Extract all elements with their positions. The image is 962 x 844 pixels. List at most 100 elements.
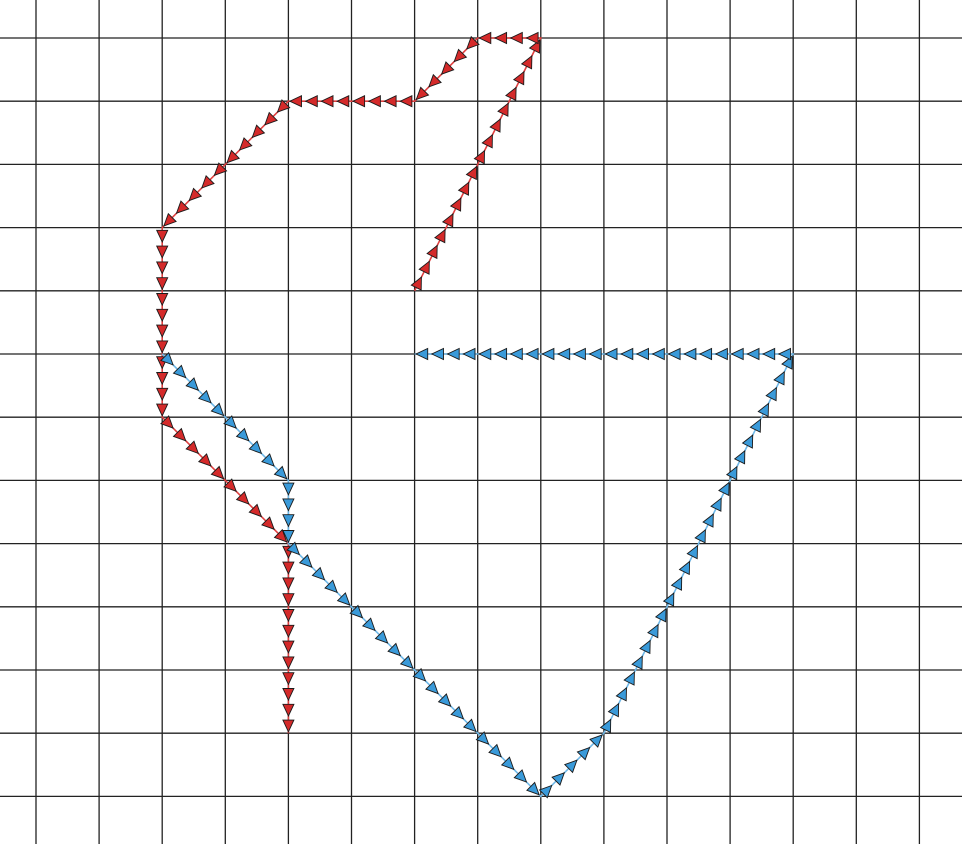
arrow-marker [185, 377, 200, 391]
arrow-marker [698, 347, 713, 361]
arrow-marker [276, 99, 291, 113]
arrow-marker [155, 229, 169, 244]
arrow-marker [261, 516, 275, 530]
arrow-marker [251, 124, 266, 139]
arrow-marker [235, 490, 250, 505]
arrow-marker [509, 31, 523, 45]
arrow-marker [155, 403, 169, 417]
arrow-marker [512, 70, 525, 86]
arrow-marker [155, 372, 169, 386]
arrow-marker [500, 756, 515, 771]
arrow-marker [172, 427, 187, 442]
arrow-marker [425, 680, 439, 695]
arrow-marker [647, 623, 659, 639]
arrow-marker [428, 73, 442, 88]
arrow-marker [160, 415, 174, 429]
arrow-marker [304, 94, 318, 108]
arrow-marker [620, 347, 634, 361]
arrow-marker [298, 554, 313, 568]
arrow-marker [457, 181, 470, 196]
arrow-marker [264, 111, 278, 126]
arrow-marker [311, 566, 326, 581]
arrow-marker [185, 440, 200, 455]
arrow-marker [639, 639, 651, 655]
arrow-marker [526, 781, 540, 796]
arrow-marker [349, 604, 364, 619]
arrow-marker [155, 277, 169, 291]
arrow-marker [475, 731, 490, 745]
arrow-marker [351, 94, 366, 108]
arrow-marker [324, 579, 338, 594]
arrow-marker [556, 347, 571, 361]
arrow-marker [282, 672, 295, 686]
arrow-marker [399, 655, 414, 670]
arrow-marker [387, 642, 402, 657]
arrow-marker [733, 449, 746, 465]
arrow-marker [155, 261, 169, 275]
arrow-marker [172, 364, 187, 379]
arrow-marker [631, 655, 643, 670]
arrow-marker [473, 149, 485, 165]
arrow-marker [282, 498, 295, 512]
arrow-marker [248, 503, 263, 518]
arrow-marker [282, 561, 295, 575]
arrow-marker [197, 389, 212, 404]
path-layer [155, 31, 795, 799]
arrow-marker [702, 513, 714, 528]
arrow-marker [505, 86, 517, 102]
arrow-marker [282, 656, 295, 670]
arrow-marker [235, 427, 250, 442]
arrow-marker [599, 718, 612, 734]
arrow-marker [541, 347, 555, 361]
arrow-marker [282, 482, 295, 496]
arrow-marker [282, 609, 295, 623]
arrow-marker [589, 734, 603, 748]
arrow-marker [446, 347, 460, 361]
arrow-marker [667, 347, 681, 361]
arrow-marker [437, 693, 452, 707]
arrow-marker [686, 544, 698, 560]
arrow-marker [440, 61, 455, 75]
arrow-marker [197, 453, 212, 467]
arrow-marker [678, 560, 691, 576]
arrow-marker [282, 593, 295, 607]
arrow-marker [320, 94, 334, 108]
arrow-marker [441, 212, 454, 228]
arrow-marker [749, 418, 762, 433]
arrow-marker [175, 200, 190, 214]
arrow-marker [163, 212, 177, 227]
arrow-marker [725, 465, 738, 481]
arrow-marker [777, 347, 791, 361]
arrow-marker [399, 94, 413, 108]
arrow-marker [449, 197, 462, 212]
arrow-marker [710, 497, 722, 512]
arrow-marker [412, 667, 427, 682]
arrow-marker [410, 276, 422, 291]
arrow-marker [520, 54, 533, 70]
arrow-marker [572, 347, 586, 361]
arrow-marker [426, 244, 438, 260]
arrow-marker [367, 94, 381, 108]
arrow-marker [525, 31, 539, 45]
arrow-marker [453, 48, 468, 63]
arrow-marker [651, 347, 665, 361]
arrow-marker [623, 671, 635, 686]
arrow-marker [493, 347, 508, 361]
arrow-marker [223, 478, 237, 493]
arrow-marker [525, 347, 539, 361]
blue-path [160, 347, 795, 799]
arrow-marker [563, 759, 578, 774]
arrow-marker [551, 772, 566, 786]
arrow-marker [415, 86, 430, 101]
arrow-marker [607, 702, 620, 718]
arrow-marker [604, 347, 618, 361]
arrow-marker [430, 347, 444, 361]
arrow-marker [465, 165, 478, 181]
arrow-marker [248, 440, 263, 455]
arrow-marker [336, 592, 351, 606]
arrow-marker [509, 347, 523, 361]
arrow-marker [466, 35, 480, 50]
arrow-marker [155, 245, 169, 259]
